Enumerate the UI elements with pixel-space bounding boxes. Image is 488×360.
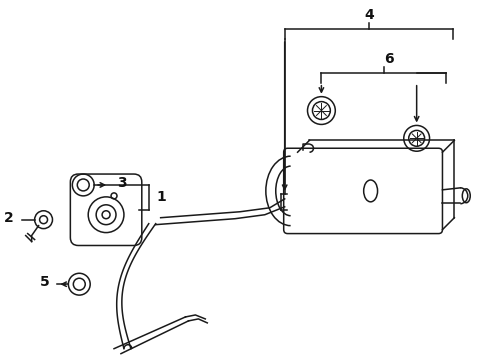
Text: 3: 3 — [117, 176, 126, 190]
Text: 4: 4 — [364, 8, 373, 22]
Text: 6: 6 — [383, 52, 393, 66]
Text: 5: 5 — [40, 275, 49, 289]
Text: 1: 1 — [156, 190, 166, 204]
Text: 2: 2 — [4, 211, 14, 225]
